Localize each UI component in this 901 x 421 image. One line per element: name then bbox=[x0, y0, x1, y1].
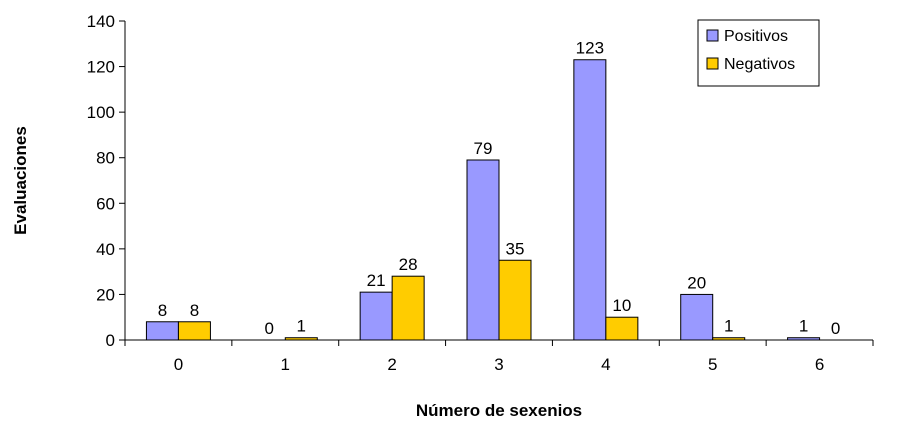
data-label-positivos: 1 bbox=[799, 317, 808, 336]
bar-negativos bbox=[605, 316, 639, 341]
x-axis-title: Número de sexenios bbox=[416, 401, 582, 420]
data-label-negativos: 1 bbox=[724, 317, 733, 336]
x-tick-label: 3 bbox=[494, 355, 503, 374]
bar-negativos bbox=[391, 275, 425, 341]
bar-positivos bbox=[359, 291, 393, 341]
data-label-positivos: 8 bbox=[158, 301, 167, 320]
x-tick-label: 6 bbox=[815, 355, 824, 374]
data-label-positivos: 0 bbox=[265, 319, 274, 338]
x-axis-ticks: 0 1 2 3 4 5 6 bbox=[124, 340, 874, 374]
y-tick-label: 80 bbox=[96, 149, 115, 168]
data-label-negativos: 28 bbox=[399, 255, 418, 274]
y-tick-label: 60 bbox=[96, 194, 115, 213]
bar-positivos bbox=[680, 293, 714, 341]
bar-positivos bbox=[145, 321, 179, 341]
legend-swatch-positivos bbox=[706, 29, 719, 42]
data-label-negativos: 8 bbox=[190, 301, 199, 320]
bar-positivos bbox=[466, 159, 500, 341]
data-label-negativos: 1 bbox=[297, 317, 306, 336]
legend-label-negativos: Negativos bbox=[724, 56, 795, 73]
bar-negativos bbox=[177, 321, 211, 341]
x-tick-label: 2 bbox=[387, 355, 396, 374]
legend-label-positivos: Positivos bbox=[724, 28, 788, 45]
legend: Positivos Negativos bbox=[697, 19, 820, 87]
data-label-positivos: 21 bbox=[367, 271, 386, 290]
bar-positivos bbox=[573, 59, 607, 341]
legend-swatch-negativos bbox=[706, 57, 719, 70]
data-label-negativos: 10 bbox=[612, 296, 631, 315]
x-tick-label: 1 bbox=[281, 355, 290, 374]
y-axis-title: Evaluaciones bbox=[11, 126, 30, 235]
data-label-positivos: 79 bbox=[474, 139, 493, 158]
x-tick-label: 5 bbox=[708, 355, 717, 374]
y-tick-label: 40 bbox=[96, 240, 115, 259]
bar-negativos bbox=[498, 259, 532, 341]
data-label-positivos: 123 bbox=[576, 39, 604, 58]
y-tick-label: 120 bbox=[87, 58, 115, 77]
data-label-negativos: 35 bbox=[506, 239, 525, 258]
data-label-negativos: 0 bbox=[831, 319, 840, 338]
x-tick-label: 0 bbox=[174, 355, 183, 374]
bars bbox=[145, 59, 821, 341]
y-tick-label: 0 bbox=[106, 331, 115, 350]
y-tick-label: 100 bbox=[87, 103, 115, 122]
y-tick-label: 140 bbox=[87, 12, 115, 31]
y-tick-label: 20 bbox=[96, 285, 115, 304]
x-tick-label: 4 bbox=[601, 355, 610, 374]
data-label-positivos: 20 bbox=[687, 273, 706, 292]
y-axis-ticks: 0 20 40 60 80 100 120 140 bbox=[87, 12, 125, 350]
